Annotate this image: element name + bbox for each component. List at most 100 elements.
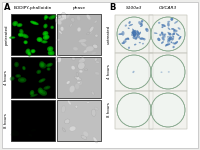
- Ellipse shape: [138, 36, 140, 38]
- Ellipse shape: [173, 33, 175, 35]
- Ellipse shape: [161, 24, 166, 27]
- Ellipse shape: [146, 29, 149, 32]
- Ellipse shape: [58, 16, 62, 18]
- Ellipse shape: [129, 21, 131, 24]
- Ellipse shape: [81, 57, 84, 60]
- Ellipse shape: [9, 36, 15, 39]
- Ellipse shape: [133, 29, 134, 34]
- Bar: [149, 15, 187, 53]
- Bar: [149, 91, 187, 129]
- Ellipse shape: [95, 34, 98, 37]
- Ellipse shape: [91, 91, 94, 95]
- Bar: [115, 53, 153, 91]
- Ellipse shape: [40, 79, 44, 81]
- Ellipse shape: [70, 24, 72, 27]
- Ellipse shape: [24, 40, 28, 44]
- Ellipse shape: [38, 38, 41, 41]
- Ellipse shape: [11, 37, 14, 38]
- Ellipse shape: [132, 34, 136, 36]
- Ellipse shape: [51, 16, 54, 18]
- Ellipse shape: [39, 89, 42, 92]
- Circle shape: [117, 55, 151, 89]
- Ellipse shape: [72, 57, 75, 60]
- Ellipse shape: [133, 33, 135, 37]
- Ellipse shape: [41, 40, 47, 43]
- Ellipse shape: [84, 69, 88, 70]
- Ellipse shape: [132, 72, 134, 73]
- Ellipse shape: [172, 42, 175, 44]
- Ellipse shape: [140, 38, 144, 40]
- Ellipse shape: [57, 39, 60, 41]
- Ellipse shape: [132, 29, 135, 32]
- Ellipse shape: [77, 80, 82, 85]
- Ellipse shape: [44, 86, 50, 90]
- Ellipse shape: [46, 16, 48, 18]
- Ellipse shape: [86, 46, 94, 51]
- Text: untreated: untreated: [107, 24, 111, 44]
- Ellipse shape: [133, 33, 134, 36]
- Ellipse shape: [11, 78, 13, 80]
- Ellipse shape: [17, 75, 20, 77]
- Circle shape: [117, 93, 151, 127]
- Ellipse shape: [66, 81, 70, 84]
- Ellipse shape: [15, 74, 21, 78]
- Ellipse shape: [132, 30, 136, 33]
- Ellipse shape: [145, 28, 148, 30]
- Bar: [11, 100, 55, 141]
- Ellipse shape: [158, 22, 160, 24]
- Ellipse shape: [78, 58, 85, 63]
- Ellipse shape: [78, 62, 85, 69]
- Ellipse shape: [28, 134, 32, 137]
- Ellipse shape: [168, 71, 170, 73]
- Ellipse shape: [28, 52, 31, 56]
- Ellipse shape: [18, 33, 23, 37]
- Ellipse shape: [81, 135, 87, 139]
- Ellipse shape: [169, 33, 171, 35]
- Text: B: B: [109, 3, 115, 12]
- Ellipse shape: [45, 16, 49, 19]
- Text: A: A: [4, 3, 10, 12]
- Ellipse shape: [30, 90, 34, 96]
- Ellipse shape: [49, 48, 52, 50]
- Ellipse shape: [168, 32, 170, 34]
- Ellipse shape: [122, 31, 124, 36]
- Ellipse shape: [37, 37, 42, 42]
- Ellipse shape: [79, 70, 83, 73]
- Ellipse shape: [71, 18, 75, 22]
- Ellipse shape: [161, 41, 164, 44]
- Ellipse shape: [45, 87, 49, 89]
- Ellipse shape: [167, 21, 170, 23]
- Ellipse shape: [166, 43, 170, 46]
- Ellipse shape: [11, 133, 14, 136]
- Bar: [57, 14, 101, 55]
- Bar: [115, 53, 153, 91]
- Ellipse shape: [83, 50, 88, 53]
- Ellipse shape: [22, 66, 26, 70]
- Ellipse shape: [125, 38, 129, 40]
- Ellipse shape: [171, 42, 172, 43]
- Ellipse shape: [43, 31, 48, 36]
- Ellipse shape: [128, 38, 129, 40]
- Ellipse shape: [68, 101, 71, 105]
- Ellipse shape: [131, 32, 133, 33]
- Ellipse shape: [15, 63, 18, 66]
- Ellipse shape: [12, 21, 18, 26]
- Ellipse shape: [173, 29, 175, 31]
- Ellipse shape: [133, 36, 137, 39]
- Text: 4 hours: 4 hours: [107, 64, 111, 80]
- Text: 4 hours: 4 hours: [4, 70, 8, 85]
- Ellipse shape: [164, 34, 166, 35]
- Ellipse shape: [128, 47, 130, 49]
- Ellipse shape: [75, 83, 79, 89]
- Ellipse shape: [18, 77, 26, 83]
- Ellipse shape: [47, 67, 50, 71]
- Ellipse shape: [136, 33, 139, 36]
- Ellipse shape: [46, 63, 53, 67]
- Text: phase: phase: [72, 6, 86, 10]
- Ellipse shape: [133, 32, 137, 35]
- Ellipse shape: [39, 63, 46, 68]
- Ellipse shape: [19, 29, 24, 34]
- Ellipse shape: [171, 34, 174, 35]
- Bar: [57, 57, 101, 98]
- Bar: [57, 100, 101, 141]
